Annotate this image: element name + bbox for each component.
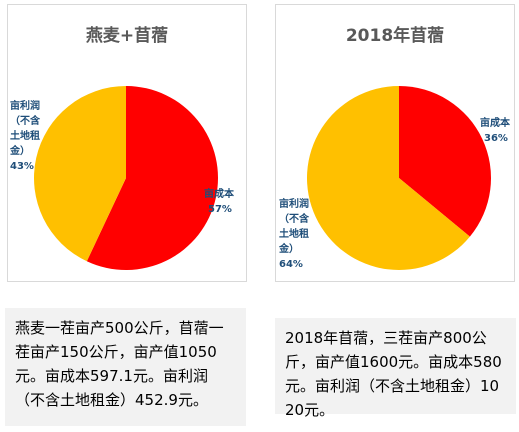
slice-label-profit: 亩利润 （不含 土地租 金） 64% <box>279 197 309 272</box>
pie-slice-profit <box>33 86 126 262</box>
slice-label-line: 土地租 <box>279 229 309 240</box>
pie-slice-cost <box>86 86 218 270</box>
slice-label-line: 64% <box>279 259 303 270</box>
pie-slice-cost <box>399 86 491 237</box>
slice-label-profit: 亩利润 （不含 土地租 金） 43% <box>10 99 40 174</box>
chart-title: 燕麦+苜蓿 <box>85 26 169 46</box>
chart-panel-alfalfa-2018: 2018年苜蓿 亩成本 36% 亩利润 （不含 土地租 金） 64% <box>275 4 515 282</box>
slice-label-line: 亩成本 <box>204 189 234 200</box>
slice-label-line: 43% <box>10 161 34 172</box>
note-alfalfa-2018: 2018年苜蓿，三茬亩产800公斤，亩产值1600元。亩成本580元。亩利润（不… <box>275 318 516 419</box>
pie-chart <box>33 86 218 270</box>
chart-title: 2018年苜蓿 <box>345 26 445 46</box>
note-oat-alfalfa: 燕麦一茬亩产500公斤，苜蓿一茬亩产150公斤，亩产值1050元。亩成本597.… <box>5 308 246 426</box>
pie-chart <box>307 86 491 270</box>
slice-label-line: 金） <box>279 244 299 255</box>
slice-label-cost: 亩成本 57% <box>204 187 234 217</box>
slice-label-line: （不含 <box>10 116 40 127</box>
slice-label-line: 金） <box>10 146 30 157</box>
slice-label-line: （不含 <box>279 214 309 225</box>
slice-label-line: 土地租 <box>10 131 40 142</box>
slice-label-line: 亩成本 <box>480 118 510 129</box>
slice-label-line: 亩利润 <box>279 199 309 210</box>
slice-label-line: 57% <box>208 204 232 215</box>
slice-label-line: 36% <box>484 133 508 144</box>
pie-slice-profit <box>307 86 470 270</box>
chart-panel-oat-alfalfa: 燕麦+苜蓿 亩成本 57% 亩利润 （不含 土地租 金） 43% <box>7 4 247 282</box>
slice-label-line: 亩利润 <box>10 101 40 112</box>
slice-label-cost: 亩成本 36% <box>480 116 510 146</box>
